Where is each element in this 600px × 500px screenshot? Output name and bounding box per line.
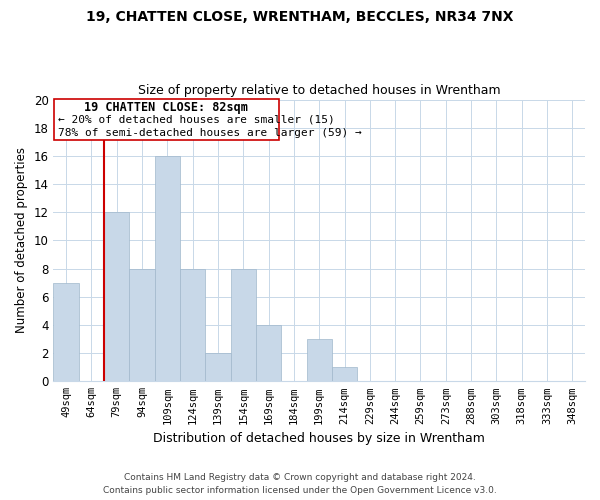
Text: 19 CHATTEN CLOSE: 82sqm: 19 CHATTEN CLOSE: 82sqm [85, 101, 248, 114]
Bar [307, 339, 332, 382]
Bar [155, 156, 180, 382]
Text: 19, CHATTEN CLOSE, WRENTHAM, BECCLES, NR34 7NX: 19, CHATTEN CLOSE, WRENTHAM, BECCLES, NR… [86, 10, 514, 24]
Bar [53, 282, 79, 382]
X-axis label: Distribution of detached houses by size in Wrentham: Distribution of detached houses by size … [153, 432, 485, 445]
Bar [104, 212, 130, 382]
Bar [130, 268, 155, 382]
Text: Contains HM Land Registry data © Crown copyright and database right 2024.
Contai: Contains HM Land Registry data © Crown c… [103, 474, 497, 495]
Text: ← 20% of detached houses are smaller (15): ← 20% of detached houses are smaller (15… [58, 114, 334, 124]
Y-axis label: Number of detached properties: Number of detached properties [15, 148, 28, 334]
Bar [205, 353, 230, 382]
Bar [180, 268, 205, 382]
Text: 78% of semi-detached houses are larger (59) →: 78% of semi-detached houses are larger (… [58, 128, 361, 138]
Title: Size of property relative to detached houses in Wrentham: Size of property relative to detached ho… [138, 84, 500, 97]
Bar [230, 268, 256, 382]
Bar [332, 367, 357, 382]
FancyBboxPatch shape [54, 99, 279, 140]
Bar [256, 325, 281, 382]
